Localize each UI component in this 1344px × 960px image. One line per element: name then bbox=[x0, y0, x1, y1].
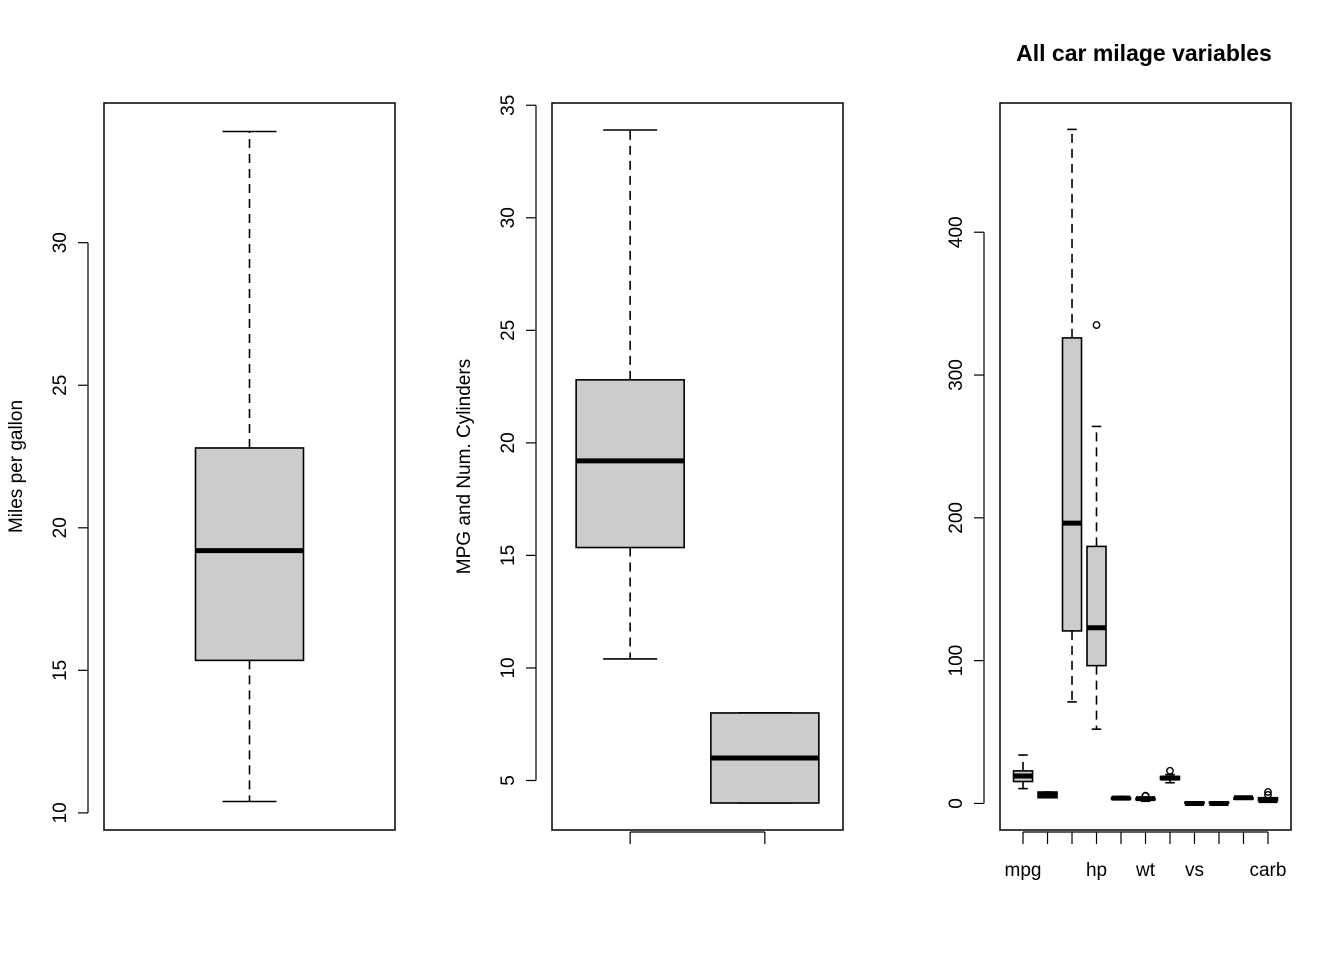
y-axis: 0 100 200 300 400 bbox=[946, 216, 985, 809]
box-2 bbox=[1037, 791, 1058, 799]
outlier-point bbox=[1141, 791, 1150, 800]
y-axis: 5 10 15 20 25 30 35 bbox=[498, 95, 537, 786]
box-6 bbox=[1135, 791, 1156, 803]
chart-title: All car milage variables bbox=[1016, 40, 1272, 66]
box-1 bbox=[575, 129, 685, 660]
y-tick-label: 200 bbox=[946, 502, 967, 534]
plot-frame bbox=[999, 102, 1292, 831]
box-9 bbox=[1208, 800, 1230, 806]
y-tick-label: 100 bbox=[946, 645, 967, 677]
y-axis: 10 15 20 25 30 bbox=[50, 232, 89, 823]
outlier-point bbox=[1264, 788, 1272, 796]
x-axis: mpg hp wt vs carb bbox=[1005, 831, 1286, 881]
y-tick-label: 10 bbox=[498, 657, 519, 678]
y-tick-label: 30 bbox=[50, 232, 71, 253]
chart-panel-2: 5 10 15 20 25 30 35 MPG and Num. Cylinders bbox=[454, 95, 844, 844]
outlier-point bbox=[1166, 766, 1174, 775]
box-rect bbox=[575, 379, 685, 549]
y-tick-label: 30 bbox=[498, 207, 519, 228]
chart-panel-3: 0 100 200 300 400 All car milage variables mpg… bbox=[946, 40, 1292, 881]
y-tick-label: 15 bbox=[50, 660, 71, 681]
box-1 bbox=[1012, 754, 1034, 790]
y-tick-label: 0 bbox=[946, 798, 967, 809]
box-rect bbox=[1086, 545, 1107, 667]
plot-frame bbox=[551, 102, 844, 831]
plot-frame bbox=[103, 102, 396, 831]
y-axis-label: MPG and Num. Cylinders bbox=[454, 359, 475, 574]
outlier-point bbox=[1264, 790, 1272, 799]
y-tick-label: 20 bbox=[498, 432, 519, 453]
x-tick-label: vs bbox=[1185, 860, 1204, 881]
y-tick-label: 35 bbox=[498, 95, 519, 116]
box-2 bbox=[710, 712, 820, 804]
y-tick-label: 20 bbox=[50, 517, 71, 538]
outlier-point bbox=[1092, 321, 1101, 329]
box-8 bbox=[1184, 800, 1205, 806]
y-tick-label: 5 bbox=[498, 775, 519, 786]
box-5 bbox=[1110, 795, 1132, 801]
box-10 bbox=[1233, 795, 1254, 801]
y-tick-label: 15 bbox=[498, 545, 519, 566]
box-4 bbox=[1086, 321, 1107, 730]
chart-panel-1: 10 15 20 25 30 Miles per gallon bbox=[6, 102, 396, 831]
box-11 bbox=[1257, 788, 1279, 804]
y-tick-label: 300 bbox=[946, 359, 967, 391]
box-rect bbox=[194, 447, 305, 662]
x-tick-label: hp bbox=[1086, 860, 1107, 881]
box-rect bbox=[1061, 337, 1083, 632]
x-axis bbox=[629, 831, 766, 844]
x-tick-label: carb bbox=[1249, 860, 1286, 881]
y-axis-label: Miles per gallon bbox=[6, 400, 27, 533]
y-tick-label: 10 bbox=[50, 802, 71, 823]
box-3 bbox=[1061, 128, 1083, 703]
y-tick-label: 25 bbox=[498, 320, 519, 341]
box-1 bbox=[194, 130, 305, 803]
x-tick-label: wt bbox=[1135, 860, 1156, 881]
y-tick-label: 400 bbox=[946, 216, 967, 248]
y-tick-label: 25 bbox=[50, 375, 71, 396]
box-7 bbox=[1159, 766, 1181, 784]
x-tick-label: mpg bbox=[1005, 860, 1042, 881]
